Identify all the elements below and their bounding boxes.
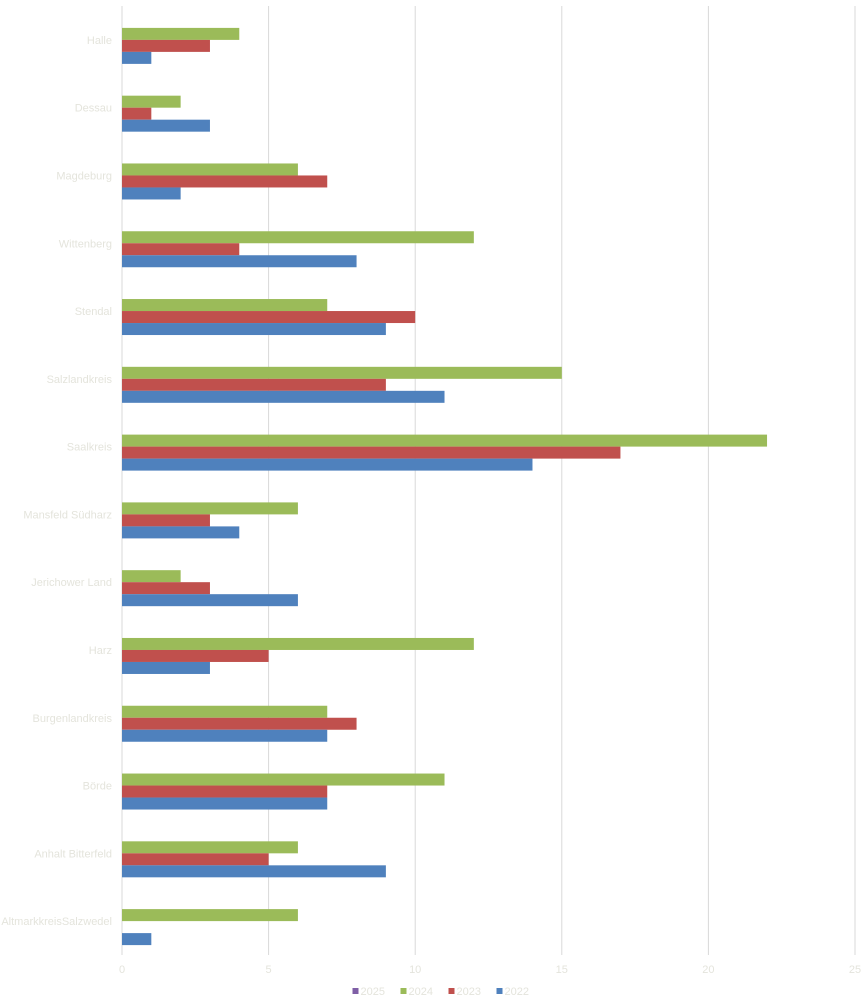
bar-mansfeld-sudharz-2023: [122, 514, 210, 527]
legend-item-2022: 2022: [496, 986, 529, 998]
category-label: Stendal: [75, 306, 112, 318]
bar-harz-2024: [122, 637, 474, 650]
category-label: Saalkreis: [67, 442, 113, 454]
bar-salzlandkreis-2023: [122, 378, 386, 391]
legend-swatch: [496, 988, 503, 994]
bar-altmarkkreissalzwedel-2022: [122, 933, 152, 946]
category-labels: Halle Dessau Magdeburg Wittenberg Stendal Sal…: [1, 35, 112, 928]
bar-anhalt-bitterfeld-2023: [122, 853, 269, 866]
bar-wittenberg-2024: [122, 231, 474, 244]
bar-burgenlandkreis-2023: [122, 717, 357, 730]
bars: [122, 27, 768, 946]
bar-burgenlandkreis-2022: [122, 729, 328, 742]
bar-harz-2023: [122, 649, 269, 662]
x-tick-label: 15: [556, 964, 568, 976]
bar-salzlandkreis-2024: [122, 366, 562, 379]
bar-halle-2023: [122, 39, 210, 52]
bar-stendal-2023: [122, 311, 416, 324]
legend-swatch: [400, 988, 407, 994]
category-label: Anhalt Bitterfeld: [34, 848, 112, 860]
legend-label: 2025: [361, 986, 385, 998]
x-tick-label: 20: [702, 964, 714, 976]
bar-salzlandkreis-2022: [122, 390, 445, 403]
bar-burgenlandkreis-2024: [122, 705, 328, 718]
x-tick-label: 25: [849, 964, 861, 976]
legend-item-2023: 2023: [448, 986, 481, 998]
bar-borde-2022: [122, 797, 328, 810]
category-label: Burgenlandkreis: [33, 713, 113, 725]
bar-jerichower-land-2022: [122, 594, 298, 607]
x-tick-label: 5: [266, 964, 272, 976]
bar-halle-2024: [122, 27, 240, 40]
bar-borde-2023: [122, 785, 328, 798]
legend-swatch: [448, 988, 455, 994]
bar-stendal-2022: [122, 323, 386, 336]
bar-wittenberg-2023: [122, 243, 240, 256]
category-label: Jerichower Land: [31, 577, 112, 589]
x-tick-labels: 0 5 10 15 20 25: [119, 964, 861, 976]
bar-jerichower-land-2023: [122, 582, 210, 595]
bar-saalkreis-2023: [122, 446, 621, 459]
bar-jerichower-land-2024: [122, 570, 181, 583]
bar-borde-2024: [122, 773, 445, 786]
bar-magdeburg-2022: [122, 187, 181, 200]
category-label: Halle: [87, 35, 112, 47]
category-label: Harz: [89, 645, 112, 657]
bar-stendal-2024: [122, 299, 328, 312]
category-label: Dessau: [75, 103, 112, 115]
bar-altmarkkreissalzwedel-2024: [122, 909, 298, 922]
legend-label: 2024: [409, 986, 433, 998]
bar-dessau-2022: [122, 119, 210, 132]
bar-magdeburg-2024: [122, 163, 298, 176]
bar-harz-2022: [122, 661, 210, 674]
bar-saalkreis-2024: [122, 434, 768, 447]
category-label: Wittenberg: [59, 238, 112, 250]
category-label: Börde: [83, 781, 112, 793]
x-tick-label: 10: [409, 964, 421, 976]
bar-wittenberg-2022: [122, 255, 357, 268]
category-label: AltmarkkreisSalzwedel: [1, 916, 112, 928]
legend-label: 2022: [505, 986, 529, 998]
bar-anhalt-bitterfeld-2024: [122, 841, 298, 854]
bar-halle-2022: [122, 51, 152, 64]
bar-saalkreis-2022: [122, 458, 533, 471]
x-tick-label: 0: [119, 964, 125, 976]
category-label: Salzlandkreis: [47, 374, 113, 386]
bar-mansfeld-sudharz-2022: [122, 526, 240, 539]
bar-dessau-2023: [122, 107, 152, 120]
bar-anhalt-bitterfeld-2022: [122, 865, 386, 878]
category-label: Mansfeld Südharz: [23, 509, 112, 521]
legend-item-2025: 2025: [352, 986, 385, 998]
legend-swatch: [352, 988, 359, 994]
bar-magdeburg-2023: [122, 175, 328, 188]
category-label: Magdeburg: [56, 170, 112, 182]
legend-item-2024: 2024: [400, 986, 433, 998]
bar-dessau-2024: [122, 95, 181, 108]
legend: 2025 2024 2023 2022: [352, 986, 529, 998]
bar-mansfeld-sudharz-2024: [122, 502, 298, 515]
grid-lines: [121, 6, 856, 955]
legend-label: 2023: [457, 986, 481, 998]
